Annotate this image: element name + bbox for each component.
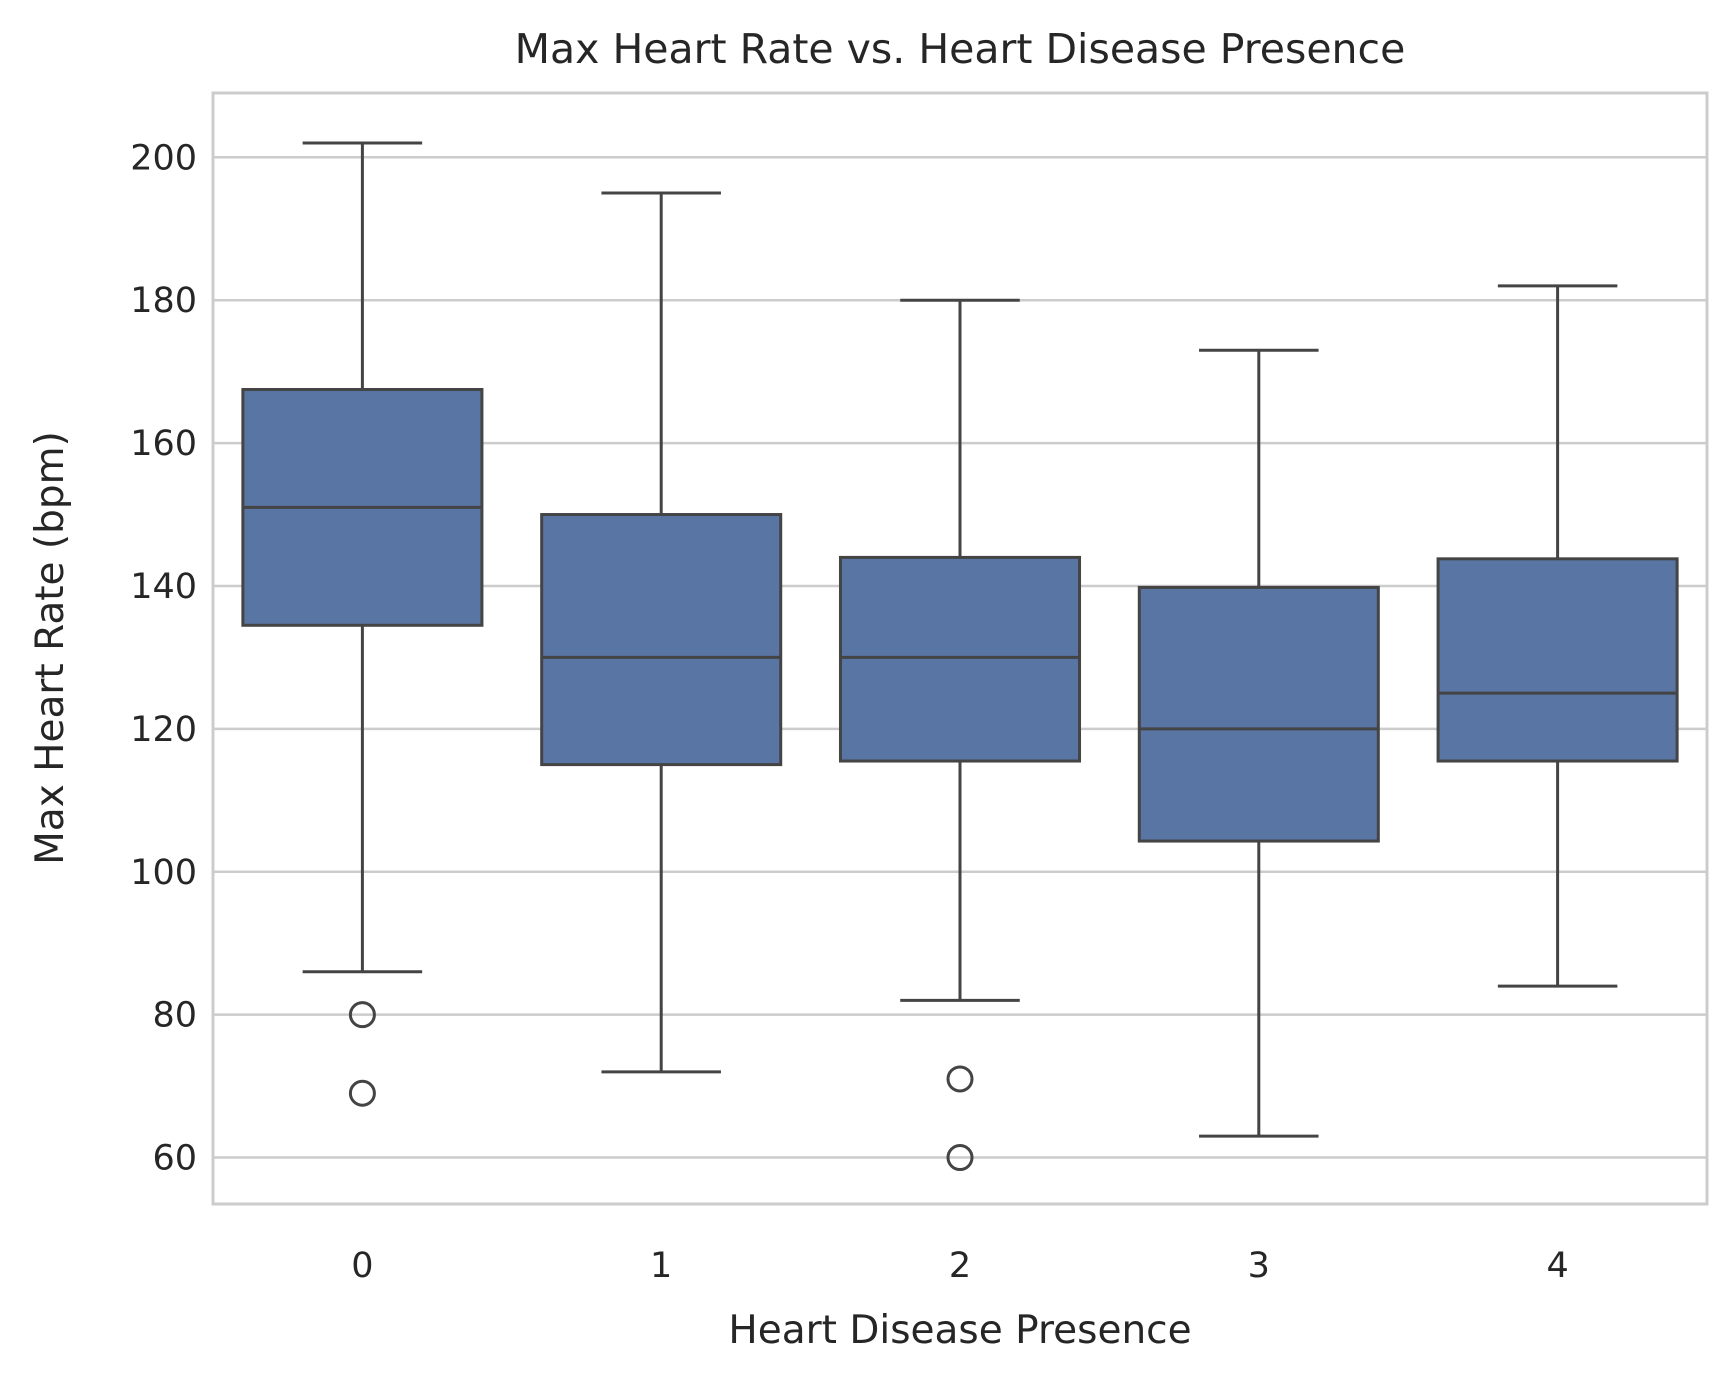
y-tick-label: 80 [152, 996, 197, 1036]
outlier-point [348, 1079, 376, 1107]
y-tick-label: 100 [130, 853, 197, 893]
x-axis-label: Heart Disease Presence [728, 1308, 1191, 1353]
y-tick-label: 60 [152, 1139, 197, 1179]
x-tick-label: 1 [650, 1246, 672, 1286]
y-tick-label: 160 [130, 424, 197, 464]
iqr-box [838, 555, 1082, 763]
outlier-point [348, 1001, 376, 1029]
plot-frame [211, 91, 1709, 1206]
box-group-4 [1436, 284, 1679, 988]
box-group-0 [241, 141, 484, 1107]
box-series [241, 141, 1679, 1172]
outlier-point [946, 1065, 974, 1093]
x-tick-label: 2 [949, 1246, 971, 1286]
y-tick-label: 200 [130, 138, 197, 178]
box-group-2 [838, 298, 1082, 1172]
x-tick-labels: 0 1 2 3 4 [351, 1246, 1568, 1286]
y-tick-label: 180 [130, 281, 197, 321]
y-axis-label: Max Heart Rate (bpm) [28, 431, 73, 865]
outlier-point [946, 1144, 974, 1172]
box-group-1 [540, 191, 783, 1074]
y-tick-label: 120 [130, 710, 197, 750]
iqr-box [540, 513, 783, 767]
chart-title: Max Heart Rate vs. Heart Disease Presenc… [515, 25, 1406, 73]
box-group-3 [1137, 348, 1380, 1138]
y-tick-label: 140 [130, 567, 197, 607]
iqr-box [1436, 557, 1679, 763]
y-tick-labels: 60 80 100 120 140 160 180 200 [130, 138, 197, 1178]
iqr-box [1137, 585, 1380, 843]
x-tick-label: 4 [1546, 1246, 1568, 1286]
x-tick-label: 0 [351, 1246, 373, 1286]
x-tick-label: 3 [1248, 1246, 1270, 1286]
